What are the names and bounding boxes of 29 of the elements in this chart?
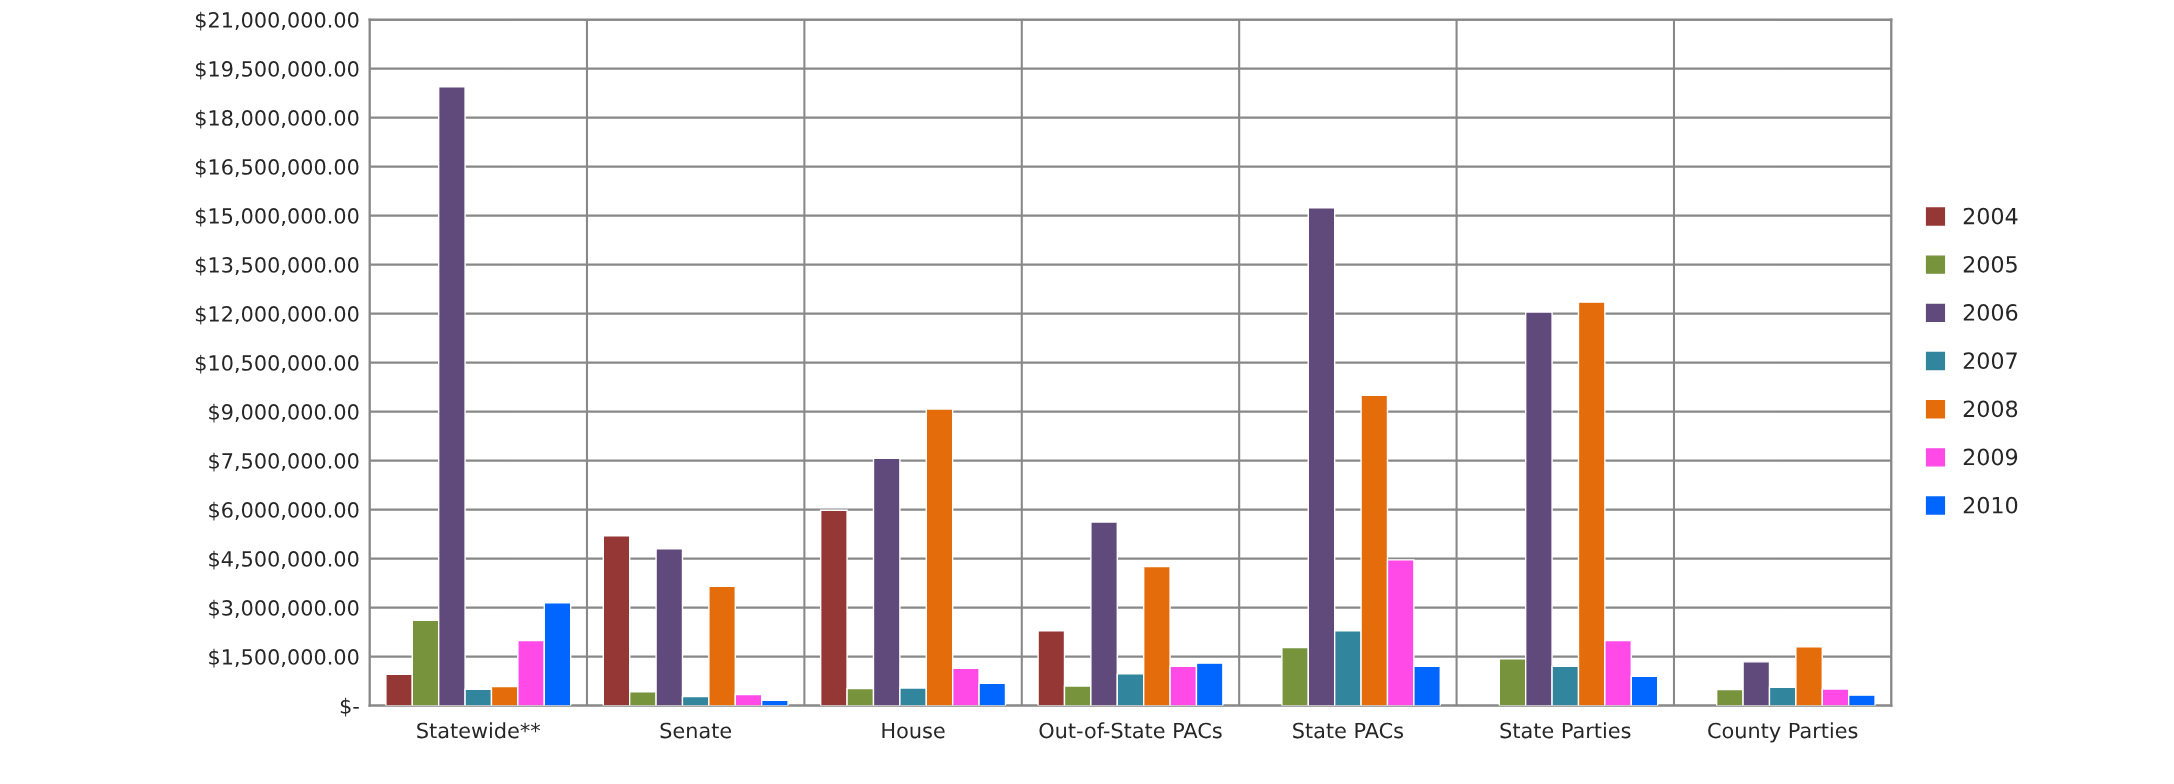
y-tick-label: $9,000,000.00 — [209, 403, 359, 423]
x-tick-label: State Parties — [1500, 722, 1631, 739]
x-tick-label: House — [882, 722, 945, 739]
x-tick-label: Out-of-State PACs — [1039, 722, 1222, 739]
y-tick-label: $4,500,000.00 — [209, 550, 359, 570]
legend-label: 2007 — [1963, 352, 2017, 370]
legend-label: 2006 — [1963, 304, 2018, 321]
y-tick-label: $- — [340, 697, 359, 717]
legend-label: 2010 — [1963, 496, 2018, 514]
y-tick-label: $21,000,000.00 — [195, 11, 359, 31]
y-tick-label: $13,500,000.00 — [195, 256, 359, 276]
x-tick-label: Statewide** — [417, 722, 541, 739]
legend-label: 2004 — [1963, 207, 2018, 225]
y-tick-label: $16,500,000.00 — [195, 158, 359, 178]
y-tick-label: $12,000,000.00 — [195, 305, 359, 325]
y-tick-label: $6,000,000.00 — [209, 501, 359, 521]
x-tick-label: Senate — [660, 722, 732, 739]
y-tick-label: $7,500,000.00 — [209, 452, 359, 472]
y-tick-label: $18,000,000.00 — [195, 109, 359, 129]
y-tick-label: $1,500,000.00 — [209, 648, 359, 668]
x-tick-label: State PACs — [1293, 722, 1404, 739]
y-tick-label: $15,000,000.00 — [195, 207, 359, 227]
legend-label: 2009 — [1963, 448, 2018, 466]
legend-label: 2008 — [1963, 400, 2018, 418]
y-tick-label: $3,000,000.00 — [209, 599, 359, 619]
legend-label: 2005 — [1963, 255, 2017, 273]
y-tick-label: $19,500,000.00 — [195, 60, 359, 80]
y-tick-label: $10,500,000.00 — [195, 354, 359, 374]
x-tick-label: County Parties — [1708, 722, 1858, 743]
